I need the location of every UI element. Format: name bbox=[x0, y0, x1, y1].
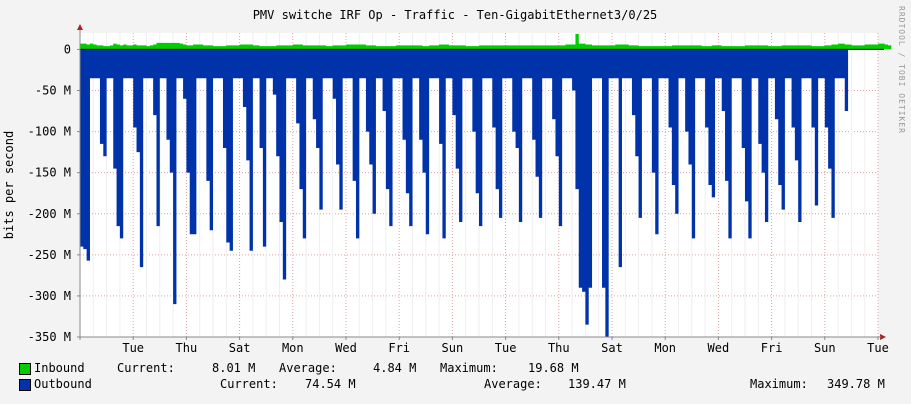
y-tick-label: -300 M bbox=[28, 289, 71, 303]
legend-outbound: Outbound Current: 74.54 M Average: 139.4… bbox=[0, 377, 911, 393]
inbound-area bbox=[80, 33, 892, 50]
watermark: RRDTOOL / TOBI OETIKER bbox=[897, 6, 906, 134]
legend-inbound-current-label: Current: bbox=[117, 361, 175, 375]
legend-outbound-label: Outbound bbox=[34, 377, 92, 391]
y-axis-label: bits per second bbox=[2, 131, 16, 239]
legend-inbound-current: 8.01 M bbox=[212, 361, 256, 375]
x-tick-label: Thu bbox=[548, 341, 570, 355]
legend-inbound-maximum-label: Maximum: bbox=[440, 361, 498, 375]
legend-outbound-maximum: 349.78 M bbox=[827, 377, 885, 391]
y-tick-label: -100 M bbox=[28, 125, 71, 139]
x-tick-label: Mon bbox=[282, 341, 304, 355]
legend-inbound: Inbound Current: 8.01 M Average: 4.84 M … bbox=[0, 361, 911, 377]
inbound-swatch bbox=[19, 363, 31, 375]
outbound-swatch bbox=[19, 379, 31, 391]
x-tick-label: Tue bbox=[495, 341, 517, 355]
legend-outbound-current-label: Current: bbox=[220, 377, 278, 391]
outbound-area bbox=[80, 49, 849, 338]
y-tick-label: 0 bbox=[64, 42, 71, 56]
legend-outbound-maximum-label: Maximum: bbox=[750, 377, 808, 391]
legend-inbound-average: 4.84 M bbox=[373, 361, 417, 375]
x-tick-label: Wed bbox=[335, 341, 357, 355]
x-tick-label: Thu bbox=[176, 341, 198, 355]
y-tick-label: -350 M bbox=[28, 330, 71, 344]
x-tick-label: Tue bbox=[122, 341, 144, 355]
x-tick-label: Fri bbox=[761, 341, 783, 355]
y-tick-label: -200 M bbox=[28, 207, 71, 221]
x-tick-label: Sat bbox=[229, 341, 251, 355]
y-tick-label: -150 M bbox=[28, 166, 71, 180]
x-axis-arrow bbox=[880, 334, 886, 340]
x-tick-label: Mon bbox=[654, 341, 676, 355]
x-tick-label: Fri bbox=[388, 341, 410, 355]
legend-outbound-average-label: Average: bbox=[484, 377, 542, 391]
legend-outbound-current: 74.54 M bbox=[305, 377, 356, 391]
x-tick-label: Sun bbox=[814, 341, 836, 355]
legend-inbound-label: Inbound bbox=[34, 361, 85, 375]
x-tick-label: Sun bbox=[442, 341, 464, 355]
x-tick-label: Tue bbox=[867, 341, 889, 355]
chart-title: PMV switche IRF Op - Traffic - Ten-Gigab… bbox=[253, 8, 658, 22]
y-tick-label: -50 M bbox=[35, 84, 71, 98]
legend-outbound-average: 139.47 M bbox=[568, 377, 626, 391]
axis-layer: 0 -50 M -100 M -150 M -200 M -250 M -300 M -350… bbox=[28, 24, 889, 355]
legend-inbound-maximum: 19.68 M bbox=[528, 361, 579, 375]
x-tick-label: Sat bbox=[601, 341, 623, 355]
y-tick-label: -250 M bbox=[28, 248, 71, 262]
y-axis-arrow bbox=[77, 24, 83, 30]
x-tick-label: Wed bbox=[708, 341, 730, 355]
legend-inbound-average-label: Average: bbox=[279, 361, 337, 375]
series-layer bbox=[80, 33, 892, 338]
